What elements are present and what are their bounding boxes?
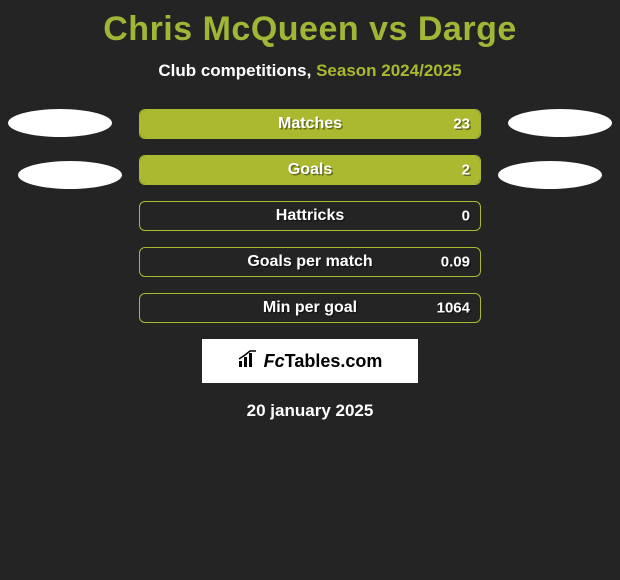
subtitle-competition: Club competitions,: [158, 61, 311, 80]
stat-row-min-per-goal: Min per goal 1064: [139, 293, 481, 323]
source-logo[interactable]: FcTables.com: [202, 339, 418, 383]
subtitle-season: Season 2024/2025: [316, 61, 462, 80]
avatar-placeholder-left-2: [18, 161, 122, 189]
snapshot-date: 20 january 2025: [0, 401, 620, 421]
stat-row-matches: Matches 23: [139, 109, 481, 139]
subtitle: Club competitions, Season 2024/2025: [0, 61, 620, 81]
stat-value: 0.09: [441, 254, 470, 271]
bar-chart-icon: [238, 350, 260, 373]
stat-row-goals-per-match: Goals per match 0.09: [139, 247, 481, 277]
stat-value: 1064: [437, 300, 470, 317]
stat-bars: Matches 23 Goals 2 Hattricks 0 Goals per…: [139, 109, 481, 323]
avatar-placeholder-left-1: [8, 109, 112, 137]
source-logo-text: FcTables.com: [264, 351, 383, 372]
avatar-placeholder-right-2: [498, 161, 602, 189]
stat-label: Goals: [288, 161, 332, 179]
stat-value: 23: [453, 116, 470, 133]
stat-label: Hattricks: [276, 207, 344, 225]
stat-label: Min per goal: [263, 299, 357, 317]
stat-value: 0: [462, 208, 470, 225]
title-player1: Chris McQueen: [103, 10, 359, 48]
comparison-chart: Matches 23 Goals 2 Hattricks 0 Goals per…: [0, 109, 620, 323]
title-player2: Darge: [418, 10, 517, 48]
avatar-placeholder-right-1: [508, 109, 612, 137]
page-title: Chris McQueen vs Darge: [0, 0, 620, 49]
stat-row-hattricks: Hattricks 0: [139, 201, 481, 231]
stat-label: Goals per match: [247, 253, 372, 271]
stat-label: Matches: [278, 115, 342, 133]
stat-value: 2: [462, 162, 470, 179]
stat-row-goals: Goals 2: [139, 155, 481, 185]
title-vs: vs: [369, 10, 408, 48]
